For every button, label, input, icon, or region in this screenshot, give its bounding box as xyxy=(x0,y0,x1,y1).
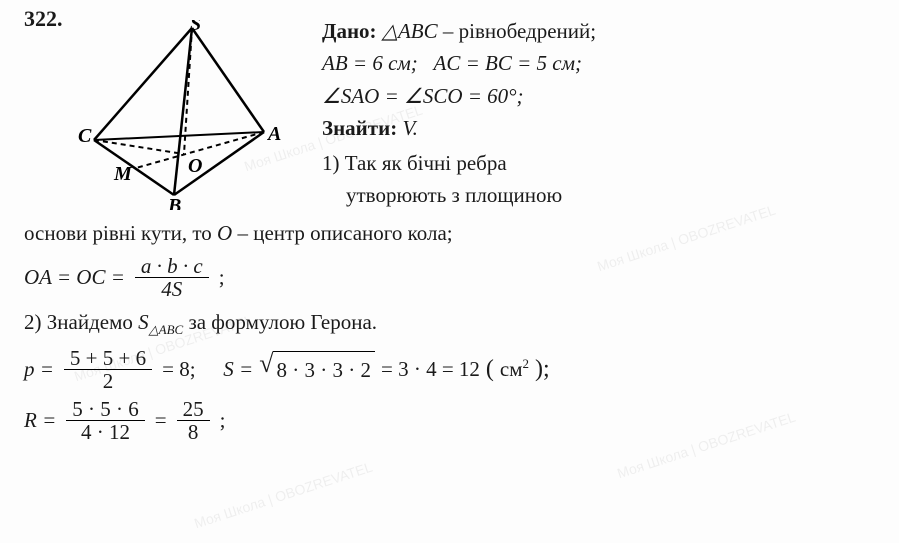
svg-text:O: O xyxy=(188,155,202,177)
find-label: Знайти: xyxy=(322,116,397,140)
eq-sign: = xyxy=(155,404,167,437)
p-lhs: p = xyxy=(24,353,54,386)
problem-number: 322. xyxy=(24,6,63,32)
triangle: △ABC xyxy=(382,19,438,43)
svg-text:A: A xyxy=(266,123,281,145)
s-area: S△ABC xyxy=(138,310,188,334)
r-lhs: R = xyxy=(24,404,56,437)
r-fraction-2: 25 8 xyxy=(177,398,210,443)
oa-oc: OA = OC = xyxy=(24,261,125,294)
given-angles: ∠SAO = ∠SCO = 60°; xyxy=(322,81,875,111)
formula-tail: ; xyxy=(219,261,225,294)
triangle-desc: – рівнобедрений; xyxy=(443,19,596,43)
p-eq: = 8; xyxy=(162,353,195,386)
given-label: Дано: xyxy=(322,19,377,43)
p-fraction: 5 + 5 + 6 2 xyxy=(64,347,152,392)
s-unit: ( xyxy=(486,351,494,388)
r-tail: ; xyxy=(220,404,226,437)
circumradius-fraction: a · b · c 4S xyxy=(135,255,209,300)
s-eq: = 3 · 4 = 12 xyxy=(381,353,480,386)
find-value: V. xyxy=(402,116,417,140)
svg-text:C: C xyxy=(78,125,92,147)
step2-rest: за формулою Герона. xyxy=(188,310,377,334)
svg-text:M: M xyxy=(113,163,133,185)
s-lhs: S = xyxy=(223,353,253,386)
step2-num: 2) xyxy=(24,310,42,334)
figure: S A C B O M xyxy=(24,16,304,213)
step1-e: – центр описаного кола; xyxy=(237,221,452,245)
step1-o: O xyxy=(217,221,232,245)
given-acbc: AC = BC = 5 см; xyxy=(434,51,582,75)
step1-a: Так як бічні ребра xyxy=(345,151,507,175)
step2-text: Знайдемо xyxy=(47,310,133,334)
svg-text:B: B xyxy=(167,195,181,210)
step1-num: 1) xyxy=(322,151,340,175)
sqrt: √ 8 · 3 · 3 · 2 xyxy=(259,351,375,387)
svg-text:S: S xyxy=(190,20,201,35)
step1-c: основи рівні кути, то xyxy=(24,221,212,245)
step1-b: утворюють з площиною xyxy=(322,180,875,210)
watermark: Моя Школа | OBOZREVATEL xyxy=(192,459,374,532)
r-fraction-1: 5 · 5 · 6 4 · 12 xyxy=(66,398,145,443)
given-ab: AB = 6 см; xyxy=(322,51,418,75)
